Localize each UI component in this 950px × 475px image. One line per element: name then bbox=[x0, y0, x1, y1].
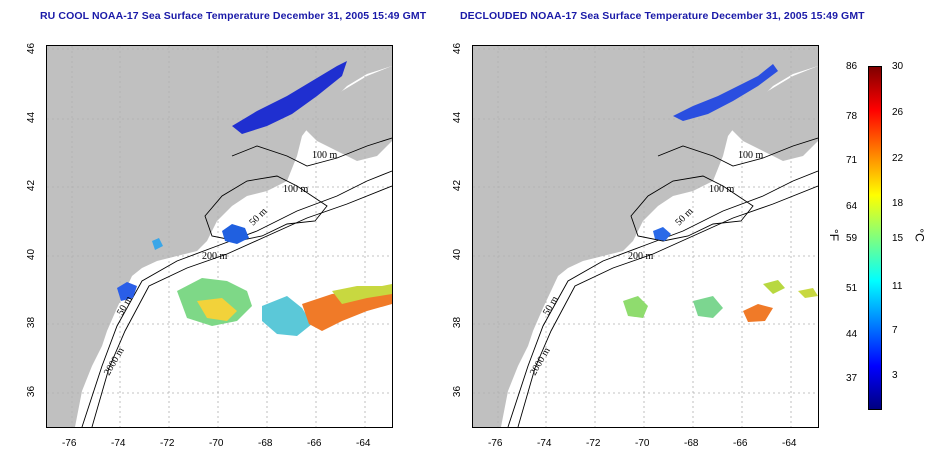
fahrenheit-tick: 78 bbox=[846, 111, 858, 122]
contour-label: 200 m bbox=[628, 251, 654, 262]
nova-scotia-land bbox=[297, 66, 392, 161]
fahrenheit-unit-label: °F bbox=[827, 228, 842, 242]
x-tick: -70 bbox=[635, 438, 650, 449]
contour-label: 100 m bbox=[738, 150, 764, 161]
y-tick: 38 bbox=[452, 316, 464, 329]
x-tick: -74 bbox=[111, 438, 126, 449]
x-tick: -72 bbox=[586, 438, 601, 449]
contour-label: 2000 m bbox=[528, 346, 553, 378]
x-tick: -76 bbox=[62, 438, 77, 449]
fahrenheit-tick: 59 bbox=[846, 233, 858, 244]
x-tick: -72 bbox=[160, 438, 175, 449]
temperature-colorbar bbox=[868, 66, 882, 410]
y-tick: 40 bbox=[452, 248, 464, 261]
contour-label: 2000 m bbox=[102, 346, 127, 378]
y-tick: 36 bbox=[452, 385, 464, 398]
contour-label: 100 m bbox=[709, 184, 735, 195]
fahrenheit-tick: 64 bbox=[846, 201, 858, 212]
y-tick: 42 bbox=[452, 179, 464, 192]
left-sst-map[interactable]: 100 m 100 m 50 m 200 m 50 m 2000 m bbox=[46, 45, 393, 428]
contour-label: 200 m bbox=[202, 251, 228, 262]
contour-label: 50 m bbox=[247, 206, 269, 228]
fahrenheit-tick: 86 bbox=[846, 61, 858, 72]
celsius-tick: 15 bbox=[892, 233, 904, 244]
land-mass bbox=[473, 46, 818, 427]
x-tick: -64 bbox=[782, 438, 797, 449]
celsius-tick: 18 bbox=[892, 198, 904, 209]
land-mass bbox=[47, 46, 392, 427]
right-map-title: DECLOUDED NOAA-17 Sea Surface Temperatur… bbox=[460, 10, 865, 22]
x-tick: -68 bbox=[684, 438, 699, 449]
right-map-canvas: 100 m 100 m 50 m 200 m 50 m 2000 m bbox=[473, 46, 818, 427]
celsius-tick: 30 bbox=[892, 61, 904, 72]
fahrenheit-tick: 71 bbox=[846, 155, 858, 166]
left-map-canvas: 100 m 100 m 50 m 200 m 50 m 2000 m bbox=[47, 46, 392, 427]
celsius-tick: 11 bbox=[892, 281, 903, 292]
fahrenheit-tick: 37 bbox=[846, 373, 858, 384]
y-tick: 40 bbox=[26, 248, 38, 261]
contour-label: 50 m bbox=[673, 206, 695, 228]
left-map-title: RU COOL NOAA-17 Sea Surface Temperature … bbox=[40, 10, 427, 22]
celsius-tick: 22 bbox=[892, 153, 904, 164]
x-tick: -76 bbox=[488, 438, 503, 449]
celsius-tick: 26 bbox=[892, 107, 904, 118]
x-tick: -74 bbox=[537, 438, 552, 449]
fahrenheit-tick: 51 bbox=[846, 283, 858, 294]
celsius-tick: 7 bbox=[892, 325, 898, 336]
contour-label: 100 m bbox=[283, 184, 309, 195]
y-tick: 44 bbox=[452, 111, 464, 124]
y-tick: 46 bbox=[26, 42, 38, 55]
x-tick: -66 bbox=[733, 438, 748, 449]
fahrenheit-tick: 44 bbox=[846, 329, 858, 340]
x-tick: -64 bbox=[356, 438, 371, 449]
contour-label: 100 m bbox=[312, 150, 338, 161]
x-tick: -70 bbox=[209, 438, 224, 449]
y-tick: 42 bbox=[26, 179, 38, 192]
y-tick: 44 bbox=[26, 111, 38, 124]
x-tick: -68 bbox=[258, 438, 273, 449]
celsius-tick: 3 bbox=[892, 370, 898, 381]
y-tick: 36 bbox=[26, 385, 38, 398]
y-tick: 38 bbox=[26, 316, 38, 329]
nova-scotia-land bbox=[723, 66, 818, 161]
x-tick: -66 bbox=[307, 438, 322, 449]
right-sst-map[interactable]: 100 m 100 m 50 m 200 m 50 m 2000 m bbox=[472, 45, 819, 428]
celsius-unit-label: °C bbox=[912, 228, 927, 242]
y-tick: 46 bbox=[452, 42, 464, 55]
